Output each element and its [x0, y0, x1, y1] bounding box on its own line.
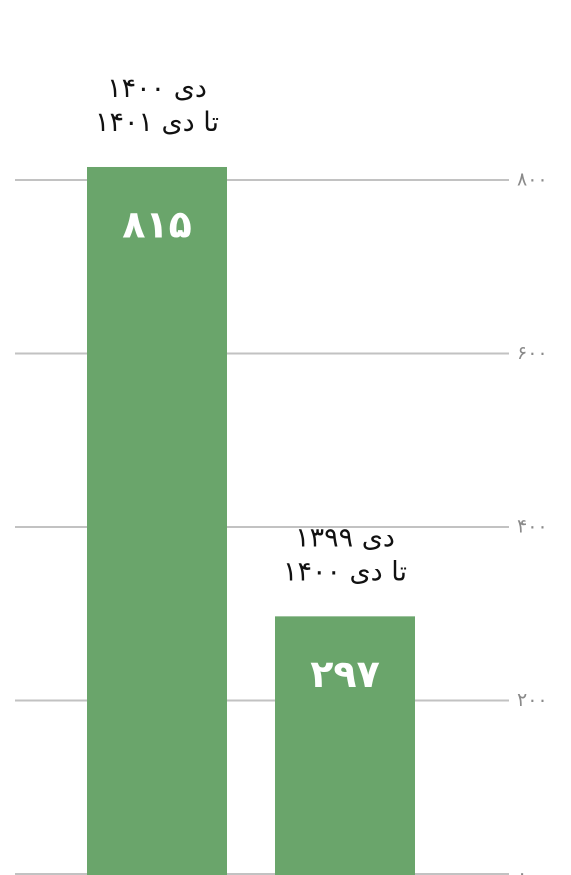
- category-label-line: دی ۱۳۹۹: [295, 522, 395, 553]
- bar-2: [275, 616, 415, 875]
- bar-value-label: ۸۱۵: [122, 202, 192, 246]
- category-label-line: تا دی ۱۴۰۱: [95, 107, 219, 138]
- category-label-line: تا دی ۱۴۰۰: [283, 556, 407, 587]
- y-tick-label: ۰: [517, 863, 527, 875]
- bar-value-label: ۲۹۷: [310, 652, 380, 696]
- bar-1: [87, 166, 227, 875]
- bars: [87, 166, 415, 875]
- y-tick-label: ۴۰۰: [517, 516, 548, 538]
- category-label-line: دی ۱۴۰۰: [107, 73, 207, 104]
- y-tick-label: ۶۰۰: [517, 342, 548, 364]
- y-tick-label: ۲۰۰: [517, 689, 548, 711]
- y-tick-label: ۸۰۰: [517, 169, 548, 191]
- y-axis-tick-labels: ۰ ۲۰۰ ۴۰۰ ۶۰۰ ۸۰۰: [517, 169, 548, 875]
